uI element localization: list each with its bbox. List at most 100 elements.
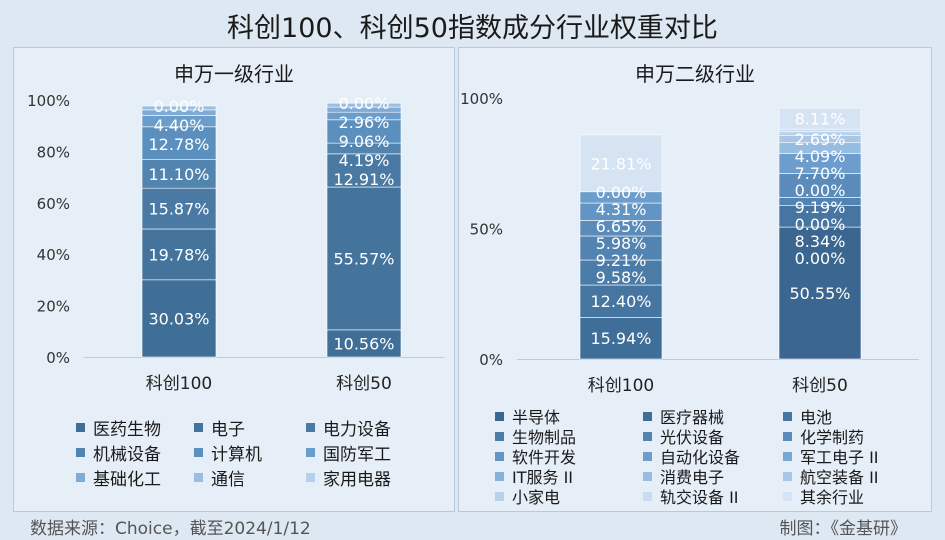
data-label: 4.31% bbox=[596, 200, 647, 219]
legend-label: 软件开发 bbox=[512, 448, 577, 467]
legend-swatch bbox=[783, 431, 792, 441]
bar-segment-1-3 bbox=[141, 187, 217, 230]
data-label: 12.78% bbox=[148, 135, 209, 154]
legend-label: 通信 bbox=[211, 470, 245, 490]
bar-segment-1-4 bbox=[579, 259, 663, 286]
x-category-label: 科创100 bbox=[588, 376, 654, 396]
y-tick-label: 0% bbox=[46, 349, 70, 367]
legend-label: 电子 bbox=[211, 420, 245, 440]
legend-swatch bbox=[783, 491, 792, 501]
data-label: 0.00% bbox=[795, 181, 846, 200]
legend-label: 航空装备 II bbox=[800, 468, 879, 487]
data-label: 8.11% bbox=[795, 110, 846, 129]
data-label: 55.57% bbox=[333, 249, 394, 268]
data-label: 6.65% bbox=[596, 217, 647, 236]
legend-swatch bbox=[306, 423, 315, 432]
legend-swatch bbox=[495, 471, 504, 481]
bar-segment-1-3 bbox=[579, 284, 663, 318]
data-label: 9.58% bbox=[596, 268, 647, 287]
legend-item: 自动化设备 bbox=[643, 446, 783, 467]
legend-label: 基础化工 bbox=[93, 470, 161, 490]
data-label: 50.55% bbox=[789, 284, 850, 303]
data-label: 30.03% bbox=[148, 309, 209, 328]
legend-swatch bbox=[194, 423, 203, 432]
legend-label: 计算机 bbox=[211, 445, 262, 465]
legend-item: 软件开发 bbox=[495, 446, 643, 467]
chart-panel-sw-level2: 申万二级行业 0% 50% 100% 21.81% 0.00% 4.31% 6.65% 5.9… bbox=[458, 47, 932, 512]
legend-item: 家用电器 bbox=[306, 466, 446, 490]
data-label: 15.87% bbox=[148, 200, 209, 219]
y-tick-label: 50% bbox=[470, 221, 503, 239]
data-label: 21.81% bbox=[590, 154, 651, 173]
y-tick-label: 100% bbox=[460, 90, 503, 108]
legend-label: 半导体 bbox=[512, 408, 561, 427]
y-tick-label: 20% bbox=[37, 298, 70, 316]
legend-label: 轨交设备 II bbox=[660, 488, 739, 507]
legend-label: 其余行业 bbox=[800, 488, 865, 507]
bar-segment-1-1 bbox=[141, 279, 217, 358]
legend-label: 家用电器 bbox=[323, 470, 391, 490]
stacked-bar-chart-level2: 0%50%100%21.81%0.00%4.31%6.65%5.98%9.21%… bbox=[460, 90, 919, 396]
legend-item: 航空装备 II bbox=[783, 466, 933, 487]
legend-item: 半导体 bbox=[495, 406, 643, 427]
x-category-label: 科创50 bbox=[792, 376, 848, 396]
legend-item: 通信 bbox=[194, 466, 306, 490]
chart-panel-sw-level1: 申万一级行业 0% 20% 40% 60% 80% 100% 0.00% 4.40% 12.78… bbox=[13, 47, 455, 512]
legend-swatch bbox=[76, 423, 85, 432]
data-label: 4.40% bbox=[154, 116, 205, 135]
legend-level2: 半导体 医疗器械 电池 生物制品 光伏设备 化学制药 软件开发 自动化设备 军工电子 II IT服… bbox=[495, 406, 933, 507]
legend-label: 军工电子 II bbox=[800, 448, 879, 467]
bar-segment-1-2 bbox=[579, 317, 663, 360]
bar-segment-2-8 bbox=[326, 102, 402, 108]
legend-label: 机械设备 bbox=[93, 445, 161, 465]
y-tick-label: 100% bbox=[27, 92, 70, 110]
legend-level1: 医药生物 电子 电力设备 机械设备 计算机 国防军工 基础化工 通信 家用电器 bbox=[76, 416, 446, 490]
legend-swatch bbox=[783, 451, 792, 461]
data-label: 0.00% bbox=[596, 183, 647, 202]
data-label: 19.78% bbox=[148, 245, 209, 264]
bar-segment-1-2 bbox=[141, 228, 217, 281]
bar-segment-1-8 bbox=[141, 105, 217, 111]
y-tick-label: 0% bbox=[479, 351, 503, 369]
legend-item: 军工电子 II bbox=[783, 446, 933, 467]
legend-swatch bbox=[495, 411, 504, 421]
data-source-note: 数据来源：Choice，截至2024/1/12 bbox=[30, 519, 311, 539]
legend-label: 医疗器械 bbox=[660, 408, 725, 427]
x-category-label: 科创100 bbox=[146, 374, 212, 394]
page-title: 科创100、科创50指数成分行业权重对比 bbox=[227, 13, 718, 44]
data-label: 11.10% bbox=[148, 165, 209, 184]
data-label: 9.21% bbox=[596, 251, 647, 270]
data-label: 8.34% bbox=[795, 232, 846, 251]
legend-swatch bbox=[194, 448, 203, 457]
legend-swatch bbox=[194, 473, 203, 482]
legend-item: 消费电子 bbox=[643, 466, 783, 487]
chart-title: 申万二级行业 bbox=[635, 62, 755, 86]
legend-item: 小家电 bbox=[495, 486, 643, 507]
bar-segment-1-15 bbox=[579, 134, 663, 193]
legend-swatch bbox=[643, 471, 652, 481]
y-tick-label: 80% bbox=[37, 143, 70, 161]
bar-segment-1-5 bbox=[579, 235, 663, 261]
legend-swatch bbox=[76, 448, 85, 457]
legend-swatch bbox=[76, 473, 85, 482]
stacked-bar-chart-level1: 0%20%40%60%80%100% 0.00%4.40%12.78%11.10%… bbox=[27, 92, 444, 394]
legend-swatch bbox=[783, 471, 792, 481]
legend-item: 计算机 bbox=[194, 441, 306, 465]
data-label: 0.00% bbox=[795, 249, 846, 268]
data-label: 2.69% bbox=[795, 130, 846, 149]
data-label: 12.91% bbox=[333, 170, 394, 189]
legend-item: 轨交设备 II bbox=[643, 486, 783, 507]
data-label: 0.00% bbox=[154, 97, 205, 116]
legend-item: 电子 bbox=[194, 416, 306, 440]
legend-item: IT服务 II bbox=[495, 466, 643, 487]
data-label: 4.19% bbox=[339, 151, 390, 170]
legend-label: 国防军工 bbox=[323, 445, 391, 465]
data-label: 9.19% bbox=[795, 198, 846, 217]
chart-title: 申万一级行业 bbox=[174, 62, 294, 86]
bar-segment-2-1 bbox=[778, 226, 862, 360]
legend-swatch bbox=[495, 451, 504, 461]
data-label: 9.06% bbox=[339, 132, 390, 151]
legend-item: 化学制药 bbox=[783, 426, 933, 447]
data-label: 12.40% bbox=[590, 292, 651, 311]
legend-item: 基础化工 bbox=[76, 466, 194, 490]
